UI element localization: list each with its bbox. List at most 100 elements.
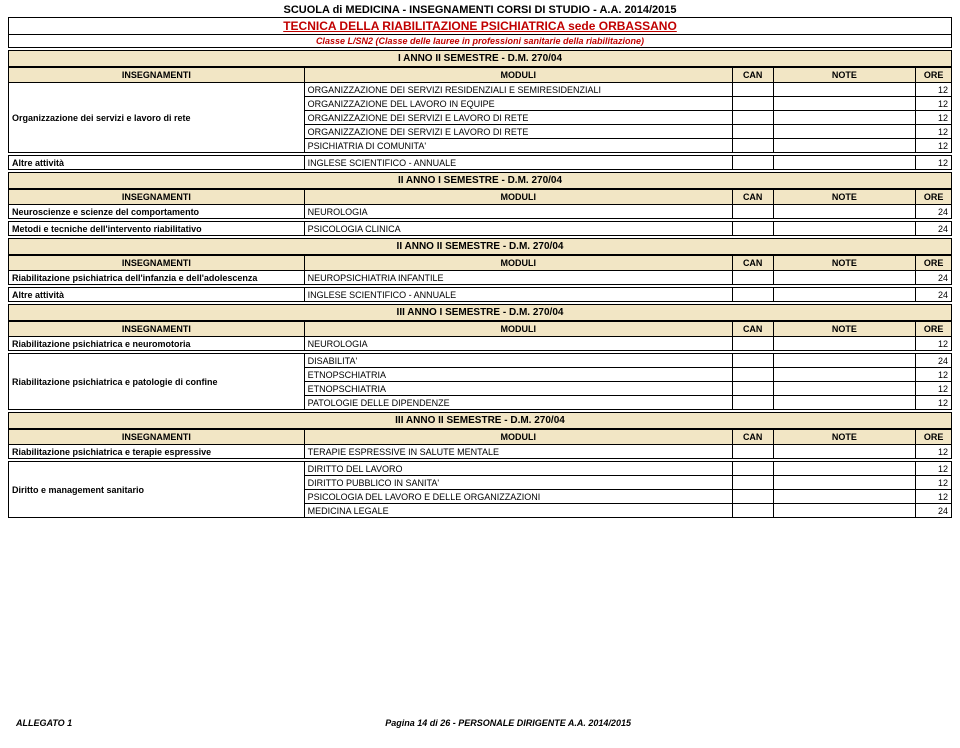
section-table: INSEGNAMENTIMODULICANNOTEORERiabilitazio… xyxy=(8,429,952,518)
footer-center: Pagina 14 di 26 - PERSONALE DIRIGENTE A.… xyxy=(385,718,631,728)
note-cell xyxy=(773,490,916,504)
ore-cell: 12 xyxy=(916,125,952,139)
page-title-main: SCUOLA di MEDICINA - INSEGNAMENTI CORSI … xyxy=(8,4,952,16)
column-header: ORE xyxy=(916,68,952,83)
ore-cell: 24 xyxy=(916,222,952,236)
table-row: Riabilitazione psichiatrica e patologie … xyxy=(9,354,952,368)
column-header: INSEGNAMENTI xyxy=(9,190,305,205)
column-header: NOTE xyxy=(773,430,916,445)
column-header: MODULI xyxy=(304,190,732,205)
column-header: NOTE xyxy=(773,190,916,205)
mod-cell: PSICOLOGIA CLINICA xyxy=(304,222,732,236)
ore-cell: 12 xyxy=(916,462,952,476)
table-row: Riabilitazione psichiatrica e neuromotor… xyxy=(9,337,952,351)
ore-cell: 12 xyxy=(916,156,952,170)
note-cell xyxy=(773,476,916,490)
ore-cell: 12 xyxy=(916,83,952,97)
mod-cell: ORGANIZZAZIONE DEL LAVORO IN EQUIPE xyxy=(304,97,732,111)
section-table: INSEGNAMENTIMODULICANNOTEORERiabilitazio… xyxy=(8,321,952,410)
column-header: MODULI xyxy=(304,430,732,445)
mod-cell: NEUROLOGIA xyxy=(304,337,732,351)
sections-container: I ANNO II SEMESTRE - D.M. 270/04INSEGNAM… xyxy=(8,50,952,518)
column-header: MODULI xyxy=(304,322,732,337)
can-cell xyxy=(732,354,773,368)
column-header: ORE xyxy=(916,256,952,271)
column-header: CAN xyxy=(732,68,773,83)
column-header: CAN xyxy=(732,430,773,445)
note-cell xyxy=(773,396,916,410)
section-table: INSEGNAMENTIMODULICANNOTEORERiabilitazio… xyxy=(8,255,952,302)
table-row: Metodi e tecniche dell'intervento riabil… xyxy=(9,222,952,236)
ins-cell: Riabilitazione psichiatrica dell'infanzi… xyxy=(9,271,305,285)
ore-cell: 12 xyxy=(916,476,952,490)
mod-cell: INGLESE SCIENTIFICO - ANNUALE xyxy=(304,156,732,170)
ore-cell: 24 xyxy=(916,271,952,285)
can-cell xyxy=(732,97,773,111)
mod-cell: NEUROLOGIA xyxy=(304,205,732,219)
mod-cell: ORGANIZZAZIONE DEI SERVIZI E LAVORO DI R… xyxy=(304,111,732,125)
mod-cell: ETNOPSCHIATRIA xyxy=(304,368,732,382)
ore-cell: 24 xyxy=(916,504,952,518)
mod-cell: ORGANIZZAZIONE DEI SERVIZI E LAVORO DI R… xyxy=(304,125,732,139)
ore-cell: 12 xyxy=(916,490,952,504)
note-cell xyxy=(773,97,916,111)
can-cell xyxy=(732,462,773,476)
page-title-class: Classe L/SN2 (Classe delle lauree in pro… xyxy=(8,35,952,48)
can-cell xyxy=(732,125,773,139)
note-cell xyxy=(773,125,916,139)
note-cell xyxy=(773,271,916,285)
note-cell xyxy=(773,288,916,302)
table-row: Riabilitazione psichiatrica e terapie es… xyxy=(9,445,952,459)
column-header: INSEGNAMENTI xyxy=(9,256,305,271)
can-cell xyxy=(732,205,773,219)
column-header: NOTE xyxy=(773,322,916,337)
column-header: ORE xyxy=(916,322,952,337)
note-cell xyxy=(773,83,916,97)
ins-cell: Altre attività xyxy=(9,288,305,302)
column-header: MODULI xyxy=(304,256,732,271)
ore-cell: 12 xyxy=(916,396,952,410)
can-cell xyxy=(732,139,773,153)
page-title-sub: TECNICA DELLA RIABILITAZIONE PSICHIATRIC… xyxy=(8,17,952,35)
ore-cell: 12 xyxy=(916,139,952,153)
ore-cell: 24 xyxy=(916,205,952,219)
note-cell xyxy=(773,382,916,396)
mod-cell: ORGANIZZAZIONE DEI SERVIZI RESIDENZIALI … xyxy=(304,83,732,97)
note-cell xyxy=(773,337,916,351)
note-cell xyxy=(773,354,916,368)
mod-cell: INGLESE SCIENTIFICO - ANNUALE xyxy=(304,288,732,302)
section-banner: III ANNO I SEMESTRE - D.M. 270/04 xyxy=(8,304,952,321)
mod-cell: PATOLOGIE DELLE DIPENDENZE xyxy=(304,396,732,410)
table-row: Riabilitazione psichiatrica dell'infanzi… xyxy=(9,271,952,285)
mod-cell: MEDICINA LEGALE xyxy=(304,504,732,518)
table-row: Organizzazione dei servizi e lavoro di r… xyxy=(9,83,952,97)
ins-cell: Riabilitazione psichiatrica e patologie … xyxy=(9,354,305,410)
can-cell xyxy=(732,490,773,504)
column-header: INSEGNAMENTI xyxy=(9,322,305,337)
ore-cell: 12 xyxy=(916,382,952,396)
can-cell xyxy=(732,288,773,302)
note-cell xyxy=(773,462,916,476)
page-footer: ALLEGATO 1 Pagina 14 di 26 - PERSONALE D… xyxy=(8,718,952,728)
column-header: CAN xyxy=(732,190,773,205)
column-header: ORE xyxy=(916,190,952,205)
mod-cell: PSICOLOGIA DEL LAVORO E DELLE ORGANIZZAZ… xyxy=(304,490,732,504)
column-header: MODULI xyxy=(304,68,732,83)
can-cell xyxy=(732,396,773,410)
column-header: NOTE xyxy=(773,68,916,83)
can-cell xyxy=(732,337,773,351)
column-header: INSEGNAMENTI xyxy=(9,430,305,445)
column-header: CAN xyxy=(732,256,773,271)
can-cell xyxy=(732,368,773,382)
ins-cell: Metodi e tecniche dell'intervento riabil… xyxy=(9,222,305,236)
can-cell xyxy=(732,382,773,396)
ins-cell: Organizzazione dei servizi e lavoro di r… xyxy=(9,83,305,153)
column-header: ORE xyxy=(916,430,952,445)
ore-cell: 12 xyxy=(916,111,952,125)
table-row: Diritto e management sanitarioDIRITTO DE… xyxy=(9,462,952,476)
can-cell xyxy=(732,222,773,236)
table-row: Altre attivitàINGLESE SCIENTIFICO - ANNU… xyxy=(9,156,952,170)
column-header: INSEGNAMENTI xyxy=(9,68,305,83)
section-banner: II ANNO II SEMESTRE - D.M. 270/04 xyxy=(8,238,952,255)
ore-cell: 24 xyxy=(916,288,952,302)
